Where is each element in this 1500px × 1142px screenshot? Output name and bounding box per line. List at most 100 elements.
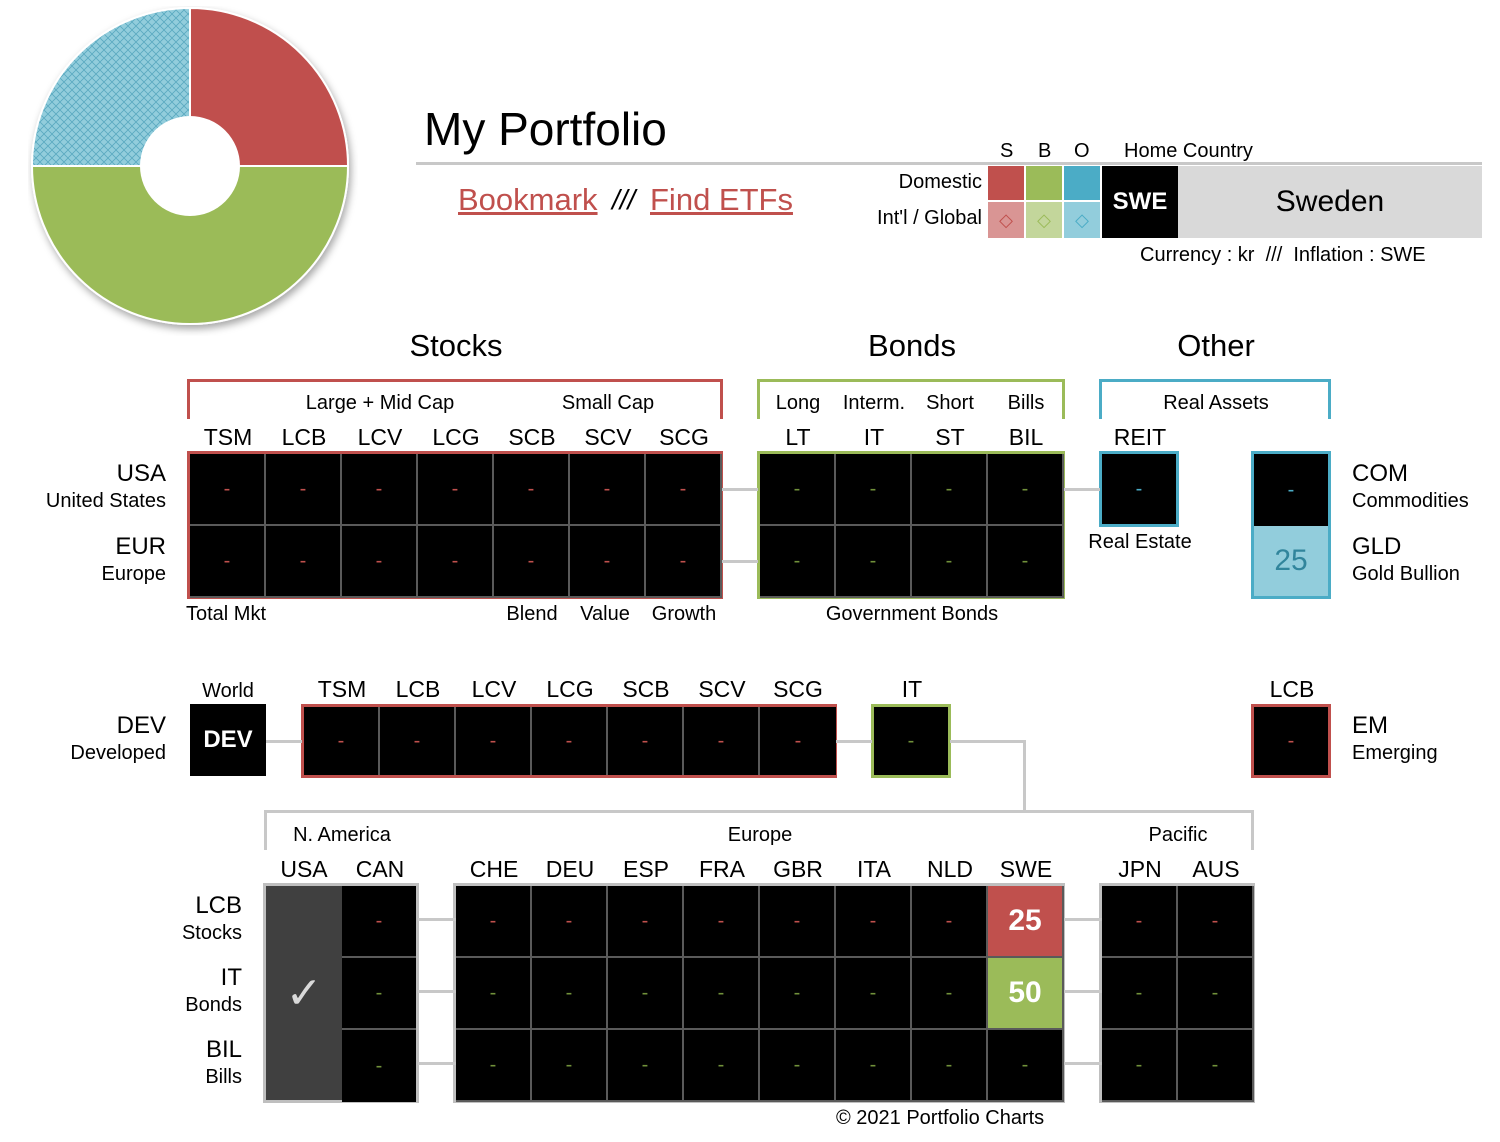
dev-stock-cell-scg[interactable]: - bbox=[760, 707, 836, 775]
stocks-bracket bbox=[187, 379, 723, 419]
country-cell-nld-lcb[interactable]: - bbox=[912, 886, 988, 958]
cell-value: - bbox=[793, 549, 801, 572]
legend-domestic-bonds bbox=[1026, 166, 1062, 200]
gld-cell[interactable]: 25 bbox=[1254, 526, 1328, 596]
country-cell-esp-lcb[interactable]: - bbox=[608, 886, 684, 958]
stock-cell-eur-tsm[interactable]: - bbox=[190, 526, 266, 598]
home-country-code-button[interactable]: SWE bbox=[1102, 166, 1178, 238]
country-cell-aus-bil[interactable]: - bbox=[1178, 1030, 1254, 1102]
dev-stock-cell-lcv[interactable]: - bbox=[456, 707, 532, 775]
stock-cell-usa-lcg[interactable]: - bbox=[418, 454, 494, 526]
col-header-dev-lcg: LCG bbox=[546, 676, 594, 702]
em-stock-cell-lcb[interactable]: - bbox=[1254, 707, 1328, 775]
country-cell-che-lcb[interactable]: - bbox=[456, 886, 532, 958]
stock-cell-eur-scv[interactable]: - bbox=[570, 526, 646, 598]
cell-value: - bbox=[717, 981, 725, 1004]
bookmark-link[interactable]: Bookmark bbox=[458, 182, 598, 217]
country-cell-can-bil[interactable]: - bbox=[342, 1030, 416, 1102]
legend-col-bonds: B bbox=[1038, 140, 1052, 162]
home-country-select[interactable]: Sweden bbox=[1178, 166, 1482, 238]
cell-value: - bbox=[1021, 477, 1029, 500]
bond-cell-eur-it[interactable]: - bbox=[836, 526, 912, 598]
gld-code: GLD bbox=[1352, 533, 1402, 560]
bond-cell-eur-lt[interactable]: - bbox=[760, 526, 836, 598]
find-etfs-link[interactable]: Find ETFs bbox=[650, 182, 793, 217]
stock-cell-usa-scg[interactable]: - bbox=[646, 454, 722, 526]
stock-cell-usa-scb[interactable]: - bbox=[494, 454, 570, 526]
stock-cell-eur-lcv[interactable]: - bbox=[342, 526, 418, 598]
dev-bond-cell-it[interactable]: - bbox=[874, 707, 948, 775]
country-cell-swe-it[interactable]: 50 bbox=[988, 958, 1064, 1030]
country-cell-che-it[interactable]: - bbox=[456, 958, 532, 1030]
country-cell-ita-lcb[interactable]: - bbox=[836, 886, 912, 958]
home-usa-selected-cell[interactable]: ✓ bbox=[266, 886, 342, 1100]
country-cell-fra-lcb[interactable]: - bbox=[684, 886, 760, 958]
country-cell-deu-lcb[interactable]: - bbox=[532, 886, 608, 958]
country-cell-nld-it[interactable]: - bbox=[912, 958, 988, 1030]
stock-cell-usa-lcv[interactable]: - bbox=[342, 454, 418, 526]
country-cell-esp-it[interactable]: - bbox=[608, 958, 684, 1030]
home-country-code: SWE bbox=[1112, 188, 1168, 215]
bond-cell-eur-bil[interactable]: - bbox=[988, 526, 1064, 598]
country-cell-deu-bil[interactable]: - bbox=[532, 1030, 608, 1102]
region-em-code: EM bbox=[1352, 712, 1388, 739]
country-cell-gbr-it[interactable]: - bbox=[760, 958, 836, 1030]
country-cell-can-it[interactable]: - bbox=[342, 958, 416, 1030]
country-cell-deu-it[interactable]: - bbox=[532, 958, 608, 1030]
donut-slice-stocks bbox=[189, 6, 350, 167]
country-cell-che-bil[interactable]: - bbox=[456, 1030, 532, 1102]
country-cell-gbr-lcb[interactable]: - bbox=[760, 886, 836, 958]
cell-value: - bbox=[603, 477, 611, 500]
diamond-icon: ◇ bbox=[1075, 209, 1089, 230]
stock-cell-eur-scb[interactable]: - bbox=[494, 526, 570, 598]
dev-stock-cell-scb[interactable]: - bbox=[608, 707, 684, 775]
connector-line bbox=[836, 740, 872, 743]
dev-stock-cell-lcg[interactable]: - bbox=[532, 707, 608, 775]
cell-value: - bbox=[565, 909, 573, 932]
country-cell-swe-bil[interactable]: - bbox=[988, 1030, 1064, 1102]
stock-cell-usa-scv[interactable]: - bbox=[570, 454, 646, 526]
stock-cell-usa-tsm[interactable]: - bbox=[190, 454, 266, 526]
country-cell-esp-bil[interactable]: - bbox=[608, 1030, 684, 1102]
country-cell-jpn-it[interactable]: - bbox=[1102, 958, 1178, 1030]
country-cell-jpn-lcb[interactable]: - bbox=[1102, 886, 1178, 958]
cell-value: - bbox=[1287, 478, 1295, 501]
stock-cell-eur-lcg[interactable]: - bbox=[418, 526, 494, 598]
country-cell-fra-bil[interactable]: - bbox=[684, 1030, 760, 1102]
country-cell-jpn-bil[interactable]: - bbox=[1102, 1030, 1178, 1102]
connector-line bbox=[418, 990, 456, 993]
stocks-grid: - - - - - - - - - - - - - - bbox=[187, 451, 723, 599]
dev-stock-cell-tsm[interactable]: - bbox=[304, 707, 380, 775]
cell-value: - bbox=[793, 477, 801, 500]
dev-stock-cell-lcb[interactable]: - bbox=[380, 707, 456, 775]
page-title: My Portfolio bbox=[424, 103, 667, 155]
bond-cell-usa-st[interactable]: - bbox=[912, 454, 988, 526]
com-cell[interactable]: - bbox=[1254, 454, 1328, 526]
country-cell-nld-bil[interactable]: - bbox=[912, 1030, 988, 1102]
col-header-scb: SCB bbox=[508, 424, 556, 450]
dev-stock-cell-scv[interactable]: - bbox=[684, 707, 760, 775]
bond-cell-usa-bil[interactable]: - bbox=[988, 454, 1064, 526]
country-cell-can-lcb[interactable]: - bbox=[342, 886, 416, 958]
cell-value: - bbox=[375, 1054, 383, 1077]
stock-cell-eur-lcb[interactable]: - bbox=[266, 526, 342, 598]
country-cell-fra-it[interactable]: - bbox=[684, 958, 760, 1030]
country-cell-ita-it[interactable]: - bbox=[836, 958, 912, 1030]
bond-cell-eur-st[interactable]: - bbox=[912, 526, 988, 598]
country-cell-aus-lcb[interactable]: - bbox=[1178, 886, 1254, 958]
cell-value: - bbox=[679, 549, 687, 572]
reit-cell[interactable]: - bbox=[1102, 454, 1176, 524]
cell-value: - bbox=[1135, 981, 1143, 1004]
bond-cell-usa-lt[interactable]: - bbox=[760, 454, 836, 526]
country-cell-ita-bil[interactable]: - bbox=[836, 1030, 912, 1102]
stock-cell-eur-scg[interactable]: - bbox=[646, 526, 722, 598]
region-em-name: Emerging bbox=[1352, 742, 1438, 764]
country-cell-gbr-bil[interactable]: - bbox=[760, 1030, 836, 1102]
col-header-it: IT bbox=[863, 424, 885, 450]
country-cell-aus-it[interactable]: - bbox=[1178, 958, 1254, 1030]
portfolio-donut-chart bbox=[30, 6, 350, 325]
stock-cell-usa-lcb[interactable]: - bbox=[266, 454, 342, 526]
dev-world-button[interactable]: DEV bbox=[190, 704, 266, 776]
bond-cell-usa-it[interactable]: - bbox=[836, 454, 912, 526]
country-cell-swe-lcb[interactable]: 25 bbox=[988, 886, 1064, 958]
